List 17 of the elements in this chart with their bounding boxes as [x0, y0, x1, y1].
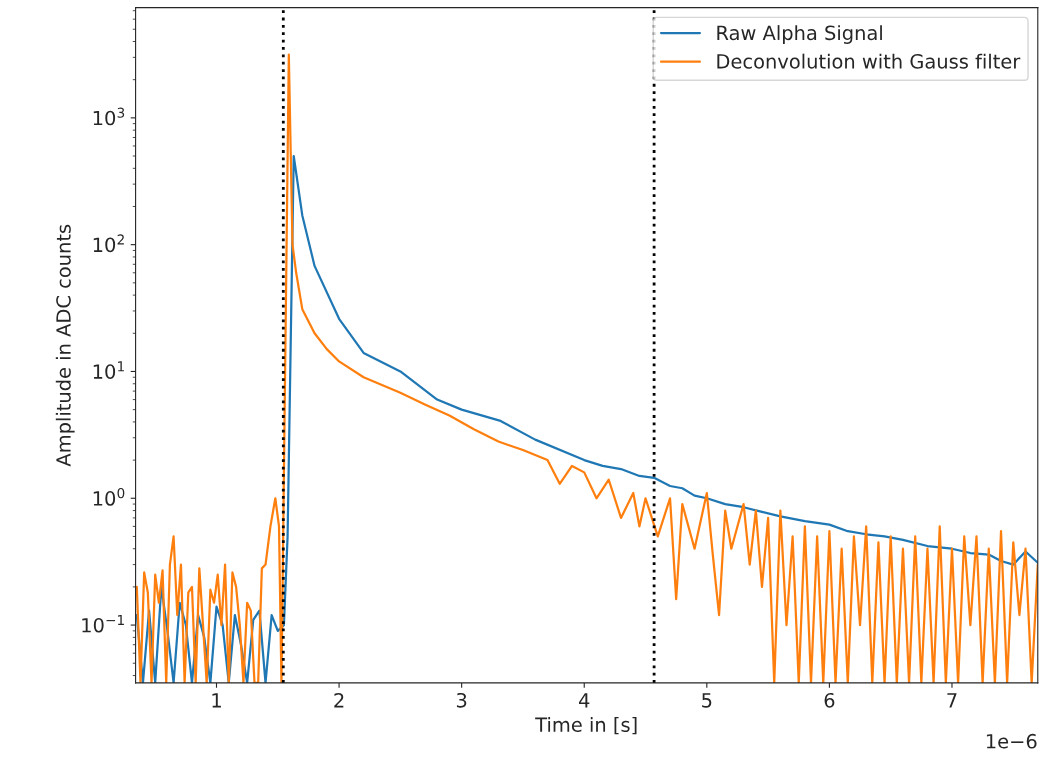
y-tick-label: 10$^{0}$	[93, 487, 125, 506]
x-axis-title: Time in [s]	[535, 716, 637, 735]
x-tick-label: 6	[824, 692, 835, 708]
x-tick-label: 3	[456, 692, 467, 708]
x-tick-label: 7	[947, 693, 957, 708]
y-tick-label: 10$^{3}$	[93, 107, 125, 126]
y-tick-label: 10$^{2}$	[93, 234, 124, 253]
text: 1e−6	[986, 733, 1037, 749]
x-tick-label: 1	[212, 693, 221, 708]
x-tick-label: 2	[334, 692, 344, 708]
legend-label: Raw Alpha Signal	[717, 25, 882, 44]
y-tick-label: 10$^{1}$	[93, 361, 124, 379]
legend-label: Deconvolution with Gauss filter	[717, 53, 1021, 69]
y-axis-title: Amplitude in ADC counts	[55, 224, 75, 467]
x-tick-label: 4	[579, 693, 590, 708]
x-tick-label: 5	[702, 693, 712, 708]
y-tick-label: 10$^{−1}$	[82, 614, 124, 633]
